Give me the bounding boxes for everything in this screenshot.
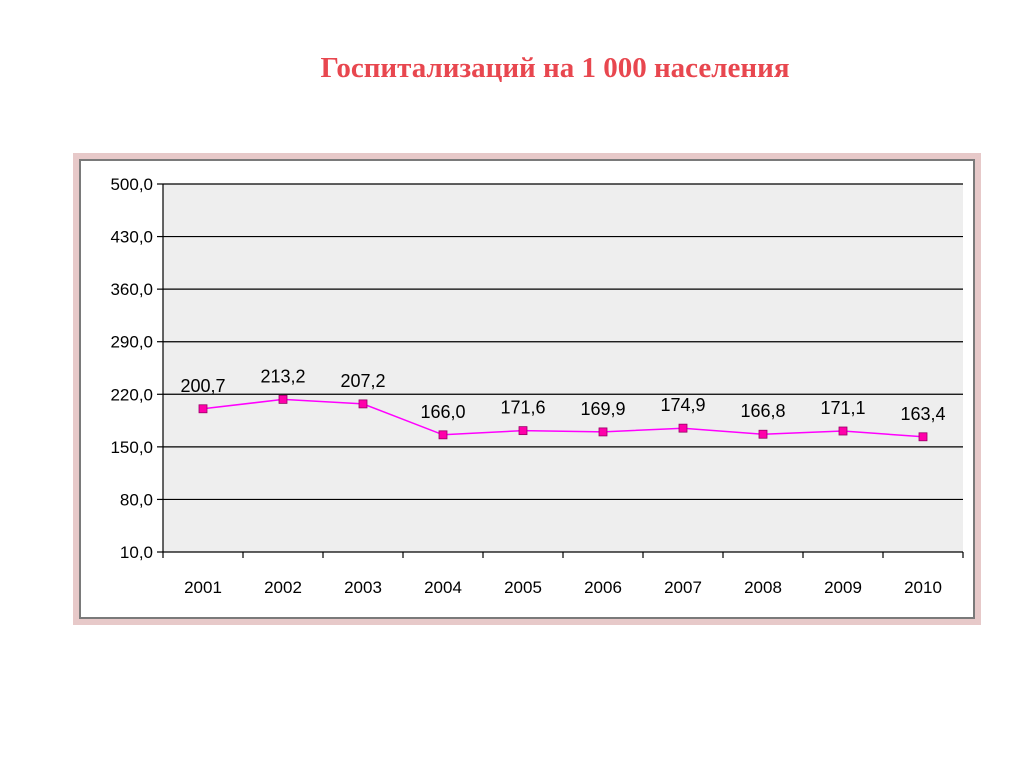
y-tick-label: 430,0 [110,228,153,247]
data-point [278,394,288,404]
data-point [678,423,688,433]
data-point [918,432,928,442]
chart-frame: 10,0 80,0 150,0 220,0 290,0 360,0 430,0 500,0 20… [73,153,981,625]
x-tick-label: 2005 [504,578,542,597]
x-tick-label: 2008 [744,578,782,597]
x-tick-label: 2006 [584,578,622,597]
data-point [518,426,528,436]
chart-area: 10,0 80,0 150,0 220,0 290,0 360,0 430,0 500,0 20… [79,159,975,619]
x-tick-label: 2001 [184,578,222,597]
y-tick-label: 220,0 [110,385,153,404]
data-label: 174,9 [660,395,705,415]
line-chart: 10,0 80,0 150,0 220,0 290,0 360,0 430,0 500,0 20… [110,175,964,597]
plot-background [163,184,963,552]
data-point [838,426,848,436]
data-label: 166,8 [740,401,785,421]
y-tick-label: 290,0 [110,333,153,352]
chart-title: Госпитализаций на 1 000 населения [320,52,790,84]
y-tick-label: 500,0 [110,175,153,194]
x-tick-label: 2002 [264,578,302,597]
data-point [758,429,768,439]
x-tick-label: 2009 [824,578,862,597]
data-point [198,404,208,414]
y-tick-label: 10,0 [120,543,153,562]
data-label: 171,6 [500,398,545,418]
data-label: 213,2 [260,366,305,386]
data-label: 163,4 [900,404,945,424]
data-point [598,427,608,437]
data-label: 207,2 [340,371,385,391]
data-label: 166,0 [420,402,465,422]
data-point [358,399,368,409]
series-line [202,398,924,438]
data-label: 200,7 [180,376,225,396]
data-point [438,430,448,440]
x-tick-label: 2004 [424,578,462,597]
y-tick-label: 80,0 [120,490,153,509]
x-tick-label: 2007 [664,578,702,597]
y-tick-label: 360,0 [110,280,153,299]
data-label: 169,9 [580,399,625,419]
x-tick-label: 2010 [904,578,942,597]
data-label: 171,1 [820,398,865,418]
x-tick-label: 2003 [344,578,382,597]
y-tick-label: 150,0 [110,438,153,457]
